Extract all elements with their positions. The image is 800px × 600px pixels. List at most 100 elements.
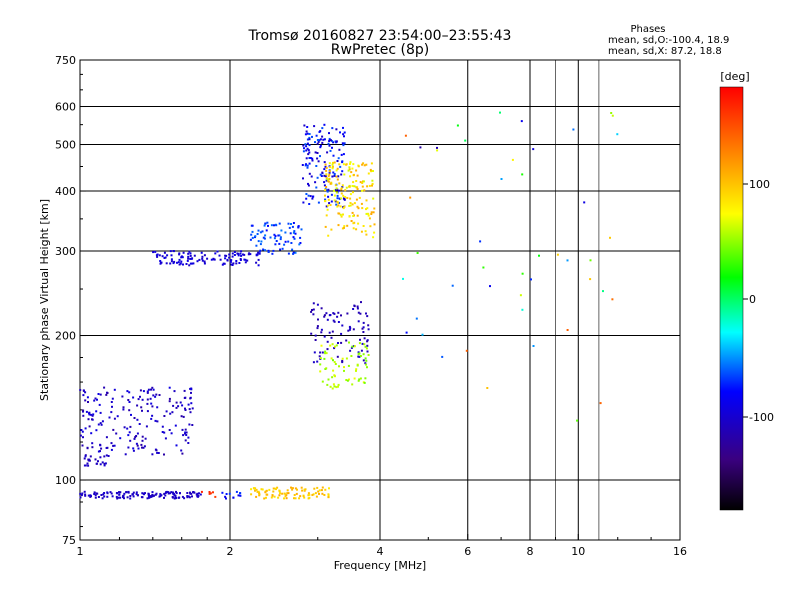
data-point [281, 492, 284, 495]
data-point [285, 497, 288, 500]
data-point [333, 194, 336, 197]
data-point [286, 492, 289, 495]
data-point [187, 257, 190, 260]
data-point [138, 423, 141, 425]
data-point [334, 184, 337, 187]
data-point [257, 258, 260, 261]
data-point [82, 414, 85, 417]
data-point [326, 178, 329, 181]
data-point [239, 492, 242, 495]
data-point [311, 157, 314, 160]
data-point [110, 411, 113, 414]
data-point [298, 497, 301, 500]
data-point [367, 354, 370, 356]
data-point [306, 132, 309, 135]
data-point [219, 258, 222, 261]
data-point [311, 197, 314, 200]
data-point [186, 495, 189, 498]
data-point [112, 428, 115, 431]
data-point [299, 236, 302, 239]
data-point [342, 207, 345, 210]
data-point [257, 490, 260, 493]
data-point [249, 253, 252, 256]
data-point [96, 398, 98, 401]
data-point [268, 488, 271, 491]
data-point [489, 285, 491, 288]
data-point [334, 363, 337, 365]
data-point [164, 256, 167, 259]
data-point [93, 399, 96, 402]
data-point [362, 162, 365, 165]
data-point [240, 250, 243, 253]
data-point [91, 414, 94, 417]
data-point [356, 174, 359, 177]
data-point [97, 393, 100, 395]
data-point [82, 394, 85, 397]
data-point [351, 203, 354, 206]
data-point [242, 253, 244, 256]
data-point [259, 231, 262, 234]
data-point [170, 258, 173, 261]
data-point [293, 494, 296, 496]
data-point [323, 174, 326, 177]
data-point [263, 497, 266, 500]
data-point [184, 439, 187, 442]
data-point [319, 357, 322, 360]
data-point [372, 236, 375, 239]
data-point [324, 352, 327, 355]
data-point [226, 259, 229, 262]
data-point [113, 444, 116, 447]
data-point [367, 324, 370, 327]
data-point [168, 429, 171, 431]
data-point [191, 495, 193, 498]
data-point [225, 493, 228, 495]
data-point [314, 334, 317, 337]
y-tick-label: 75 [62, 534, 76, 547]
data-point [192, 491, 195, 493]
data-point [355, 228, 358, 231]
data-point [333, 189, 336, 192]
data-point [183, 397, 186, 399]
data-point [151, 491, 154, 494]
data-point [602, 290, 604, 293]
data-point [415, 317, 418, 320]
data-point [212, 258, 215, 261]
data-point [366, 340, 369, 343]
data-point [147, 492, 150, 495]
data-point [312, 308, 315, 311]
data-point [340, 192, 343, 195]
data-point [158, 495, 161, 498]
data-point [185, 434, 188, 436]
data-point [321, 171, 324, 174]
data-point [265, 229, 268, 232]
data-point [239, 252, 242, 255]
data-point [318, 492, 320, 495]
data-point [152, 251, 155, 254]
data-point [482, 266, 485, 269]
data-point [275, 240, 278, 242]
data-point [340, 197, 343, 200]
data-point [135, 442, 138, 445]
data-point [286, 489, 289, 492]
data-point [343, 369, 345, 372]
data-point [99, 393, 102, 396]
data-point [351, 345, 354, 348]
data-point [255, 488, 258, 491]
data-point [148, 495, 151, 498]
data-point [181, 452, 184, 455]
data-point [95, 410, 98, 413]
data-point [287, 222, 290, 225]
data-points [79, 111, 619, 500]
data-point [363, 164, 366, 167]
data-point [275, 488, 277, 491]
data-point [320, 307, 323, 310]
data-point [308, 162, 311, 165]
data-point [343, 173, 346, 176]
data-point [255, 495, 258, 498]
data-point [336, 197, 339, 200]
data-point [326, 318, 329, 321]
data-point [308, 133, 311, 135]
data-point [325, 214, 328, 217]
data-point [163, 496, 165, 499]
